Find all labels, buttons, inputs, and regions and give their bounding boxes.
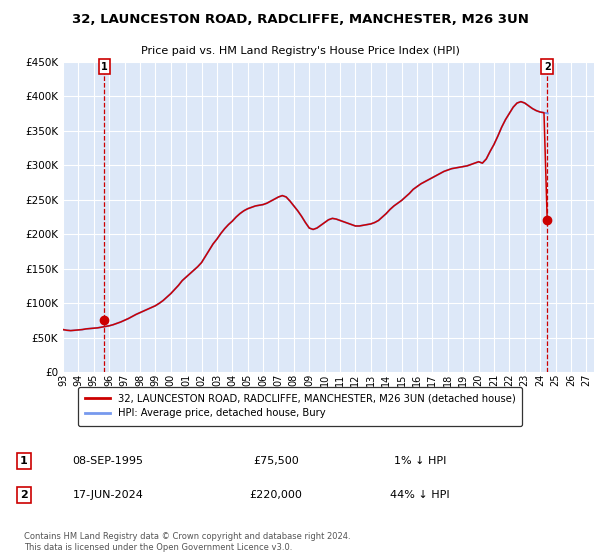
Text: 2: 2 [544, 62, 551, 72]
Text: 1% ↓ HPI: 1% ↓ HPI [394, 456, 446, 466]
Text: 1: 1 [20, 456, 28, 466]
Text: £75,500: £75,500 [253, 456, 299, 466]
Text: Price paid vs. HM Land Registry's House Price Index (HPI): Price paid vs. HM Land Registry's House … [140, 46, 460, 56]
Text: 32, LAUNCESTON ROAD, RADCLIFFE, MANCHESTER, M26 3UN: 32, LAUNCESTON ROAD, RADCLIFFE, MANCHEST… [71, 12, 529, 26]
Text: 1: 1 [101, 62, 108, 72]
Text: Contains HM Land Registry data © Crown copyright and database right 2024.
This d: Contains HM Land Registry data © Crown c… [24, 532, 350, 552]
Text: 17-JUN-2024: 17-JUN-2024 [73, 490, 143, 500]
Text: 2: 2 [20, 490, 28, 500]
Legend: 32, LAUNCESTON ROAD, RADCLIFFE, MANCHESTER, M26 3UN (detached house), HPI: Avera: 32, LAUNCESTON ROAD, RADCLIFFE, MANCHEST… [77, 386, 523, 426]
Text: 08-SEP-1995: 08-SEP-1995 [73, 456, 143, 466]
Text: 44% ↓ HPI: 44% ↓ HPI [390, 490, 450, 500]
Text: £220,000: £220,000 [250, 490, 302, 500]
